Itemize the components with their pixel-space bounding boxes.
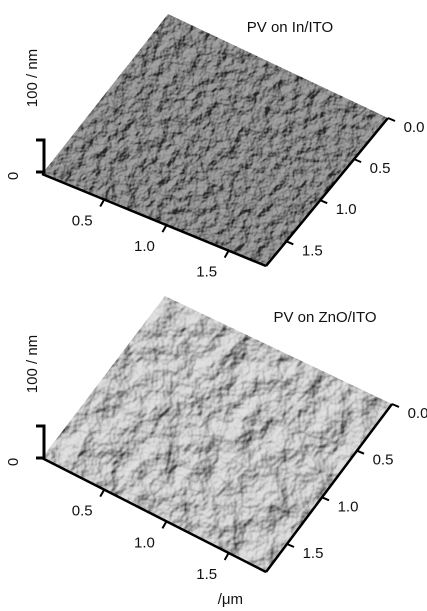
x-tick-label: 0.5 [72,503,93,520]
x-tick [225,553,229,560]
x-tick [225,251,229,258]
y-tick [357,451,364,454]
y-tick [388,118,395,121]
z-tick-label: 0 [5,458,22,466]
z-tick-label: 0 [5,172,22,180]
x-tick [162,521,166,528]
y-tick [322,497,329,500]
figure: /μm PV on In/ITO 100 / nm 0 0.5 1.0 1.5 0.0 0.5… [0,0,427,611]
z-scale-bar [36,140,44,172]
y-tick-label: 0.5 [370,160,391,177]
z-axis-label: 100 / nm [24,49,41,107]
x-tick [100,490,104,497]
y-tick-label: 1.5 [302,242,323,259]
y-tick-label: 0.5 [373,452,394,469]
x-unit: /μm [218,591,243,608]
x-tick [100,200,104,207]
y-tick [392,404,399,407]
panel-title: PV on In/ITO [247,19,333,36]
y-tick-label: 0.0 [404,119,425,136]
y-tick [354,159,361,162]
y-tick-label: 0.0 [408,405,427,422]
y-tick-label: 1.0 [338,498,359,515]
panel-title: PV on ZnO/ITO [273,309,376,326]
y-tick [320,200,327,203]
x-tick-label: 1.0 [134,238,155,255]
x-tick-label: 1.0 [134,534,155,551]
x-tick [162,225,166,232]
y-tick-label: 1.5 [303,545,324,562]
x-tick-label: 1.5 [196,264,217,281]
z-axis-label: 100 / nm [24,335,41,393]
x-tick-label: 1.5 [196,566,217,583]
x-tick-label: 0.5 [72,213,93,230]
z-scale-bar [36,426,44,458]
y-tick [287,544,294,547]
y-tick-label: 1.0 [336,201,357,218]
y-tick [286,241,293,244]
